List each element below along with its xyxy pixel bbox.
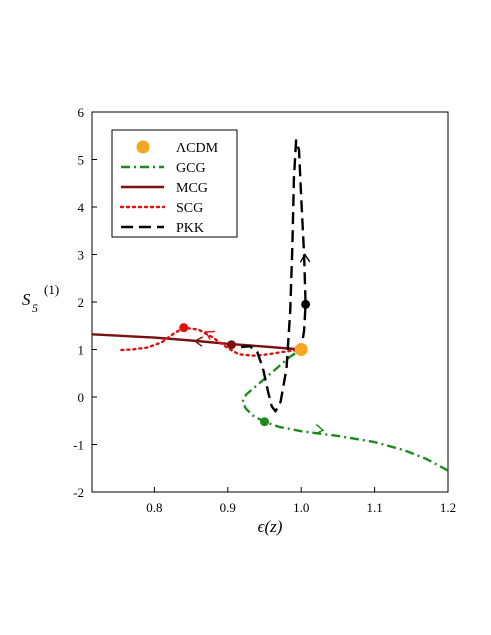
legend-label-pkk: PKK [176,221,204,236]
legend-label-gcg: GCG [176,161,206,176]
y-axis-label-superscript: (1) [44,282,59,297]
x-axis-label: ϵ(z) [258,517,283,536]
y-tick-label: -1 [73,438,84,453]
legend-box [111,129,238,238]
y-axis-label-subscript: 5 [32,301,38,315]
x-tick-label: 0.9 [220,500,236,515]
y-tick-label: 6 [78,105,85,120]
series-arrow-pkk [299,253,311,263]
series-line-scg [120,326,303,357]
y-tick-label: 5 [78,153,85,168]
series-arrow-mcg [193,336,204,347]
legend: ΛCDM GCG MCG SCG PKK [111,129,238,238]
series-point-cdm [294,343,308,356]
x-tick-label: 1.0 [293,500,309,515]
y-axis-label-s: S [22,290,31,309]
legend-label-cdm: ΛCDM [176,141,219,156]
series-arrow-scg [204,330,215,341]
x-tick-label: 1.2 [440,500,456,515]
legend-label-scg: SCG [176,201,203,216]
legend-swatch-cdm [136,140,150,154]
y-tick-label: 1 [78,343,85,358]
y-tick-label: -2 [73,485,84,500]
series-markers [179,253,325,435]
x-tick-label: 0.8 [146,500,162,515]
y-tick-label: 2 [78,295,85,310]
series-marker-scg [179,323,189,333]
series-arrow-gcg [314,424,325,435]
series-marker-pkk [301,299,311,309]
y-tick-label: 4 [78,200,85,215]
y-tick-label: 0 [78,390,85,405]
y-tick-label: 3 [78,248,85,263]
series-line-mcg [91,333,302,351]
series-marker-gcg [259,417,269,427]
x-tick-label: 1.1 [366,500,382,515]
series-marker-mcg [226,340,236,350]
axis-ticks: 0.8 0.9 1.0 1.1 1.2 -2 -1 0 1 2 3 4 5 6 [73,105,456,515]
series-line-gcg [241,348,449,472]
y-axis-label: S 5 (1) [22,282,59,315]
legend-label-mcg: MCG [176,181,208,196]
